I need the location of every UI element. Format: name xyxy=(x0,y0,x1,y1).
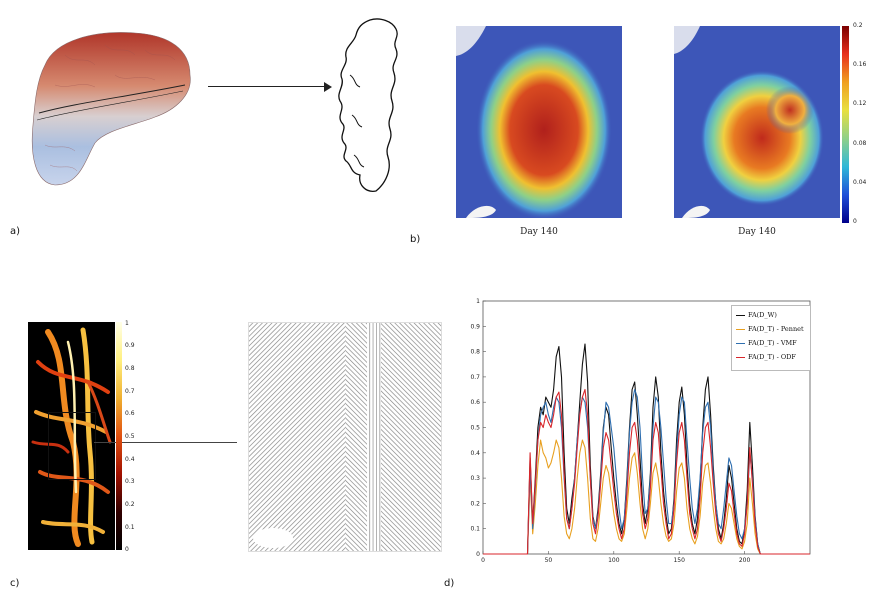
y-tick-label: 0.2 xyxy=(470,500,480,507)
colorbar-c-tick: 0.3 xyxy=(125,478,135,485)
legend-swatch xyxy=(736,356,745,358)
panel-c: 1 0.9 0.8 0.7 0.6 0.5 0.4 0.3 0.2 0.1 0 … xyxy=(0,300,450,600)
arrow-line xyxy=(208,86,326,88)
tensor-field-zoom xyxy=(248,322,442,552)
legend-label: FA(D_W) xyxy=(748,311,777,319)
panel-label-b: b) xyxy=(410,234,421,245)
panel-a: a) xyxy=(0,0,440,250)
panel-d: 0 0.1 0.2 0.3 0.4 0.5 0.6 0.7 0.8 0.9 1 0 50 100 150 20… xyxy=(444,280,883,606)
legend-entry: FA(D_W) xyxy=(736,311,777,319)
panel-b: Day 140 Day 140 0.2 0.16 0.12 0.08 0.04 … xyxy=(410,0,883,250)
heatmap-left xyxy=(456,26,622,218)
x-tick-label: 200 xyxy=(739,557,751,564)
y-tick-label: 0.1 xyxy=(470,526,480,533)
y-tick-label: 0.3 xyxy=(470,475,480,482)
arrow-head xyxy=(324,82,332,92)
colorbar-b-tick: 0.12 xyxy=(853,100,867,107)
colorbar-c-tick: 0.2 xyxy=(125,501,135,508)
colorbar-c xyxy=(116,322,122,550)
legend-swatch xyxy=(736,342,745,344)
colorbar-c-tick: 1 xyxy=(125,320,129,327)
colorbar-c-tick: 0.7 xyxy=(125,388,135,395)
panel-label-c: c) xyxy=(10,578,20,589)
y-tick-label: 0.5 xyxy=(470,425,480,432)
colorbar-c-tick: 0.9 xyxy=(125,342,135,349)
x-tick-label: 0 xyxy=(481,557,485,564)
colorbar-b-tick: 0.16 xyxy=(853,61,867,68)
legend-entry: FA(D_T) - VMF xyxy=(736,339,797,347)
legend-label: FA(D_T) - VMF xyxy=(748,339,797,347)
legend-entry: FA(D_T) - ODF xyxy=(736,353,796,361)
x-tick-label: 100 xyxy=(608,557,620,564)
y-tick-label: 0.7 xyxy=(470,374,480,381)
y-tick-label: 0.9 xyxy=(470,323,480,330)
x-tick-label: 150 xyxy=(673,557,685,564)
colorbar-c-tick: 0.1 xyxy=(125,524,135,531)
colorbar-b xyxy=(842,26,849,223)
colorbar-c-tick: 0.5 xyxy=(125,433,135,440)
caption-left: Day 140 xyxy=(520,227,558,237)
brain-slice-contour xyxy=(338,18,398,192)
roi-box xyxy=(48,412,96,480)
heatmap-right xyxy=(674,26,840,218)
legend-label: FA(D_T) - ODF xyxy=(748,353,796,361)
colorbar-b-tick: 0.08 xyxy=(853,140,867,147)
legend-swatch xyxy=(736,314,745,316)
fa-profile-chart: 0 0.1 0.2 0.3 0.4 0.5 0.6 0.7 0.8 0.9 1 0 50 100 150 20… xyxy=(470,298,811,564)
brain-surface-render xyxy=(31,32,191,186)
legend-label: FA(D_T) - Pennet xyxy=(748,325,804,333)
colorbar-c-tick: 0.8 xyxy=(125,365,135,372)
series-line-0 xyxy=(483,343,810,555)
colorbar-b-tick: 0.2 xyxy=(853,22,863,29)
series-line-3 xyxy=(483,388,810,555)
chart-legend: FA(D_W) FA(D_T) - Pennet FA(D_T) - VMF F… xyxy=(731,305,811,371)
y-tick-label: 0.4 xyxy=(470,450,480,457)
colorbar-c-tick: 0.4 xyxy=(125,456,135,463)
series-line-1 xyxy=(483,439,810,555)
legend-swatch xyxy=(736,328,745,330)
colorbar-b-tick: 0 xyxy=(853,218,857,225)
fa-map xyxy=(28,322,115,550)
x-tick-label: 50 xyxy=(545,557,553,564)
panel-label-a: a) xyxy=(10,226,21,237)
y-tick-label: 1 xyxy=(476,298,480,305)
roi-connector xyxy=(94,442,237,443)
colorbar-c-tick: 0.6 xyxy=(125,410,135,417)
panel-label-d: d) xyxy=(444,578,455,589)
y-tick-label: 0.8 xyxy=(470,349,480,356)
caption-right: Day 140 xyxy=(738,227,776,237)
y-tick-label: 0.6 xyxy=(470,399,480,406)
colorbar-b-tick: 0.04 xyxy=(853,179,867,186)
legend-entry: FA(D_T) - Pennet xyxy=(736,325,804,333)
y-tick-label: 0 xyxy=(476,551,480,558)
colorbar-c-tick: 0 xyxy=(125,546,129,553)
